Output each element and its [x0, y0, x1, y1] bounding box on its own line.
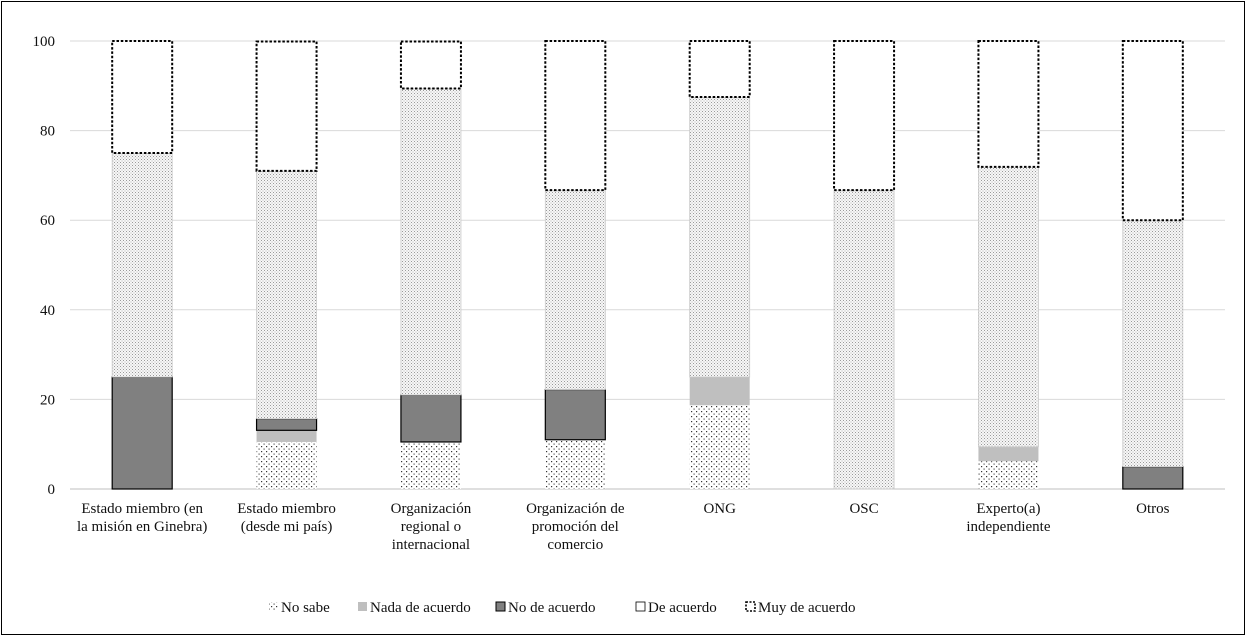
bar-segment-no-de-acuerdo [1122, 466, 1184, 490]
bar-segment-de-acuerdo [544, 189, 606, 390]
bar-segment-de-acuerdo [689, 96, 751, 378]
bars [111, 40, 1184, 490]
bar-segment-no-sabe [978, 461, 1039, 489]
y-tick-label: 0 [48, 482, 56, 498]
bar-segment-no-sabe [545, 439, 606, 489]
bar-segment-no-de-acuerdo [111, 376, 173, 490]
y-tick-label: 20 [40, 392, 55, 408]
bar-segment-muy-de-acuerdo [1121, 40, 1184, 222]
y-tick-label: 60 [40, 213, 55, 229]
y-tick-label: 100 [33, 34, 56, 50]
bar-segment-de-acuerdo [833, 189, 895, 490]
legend-swatch [745, 601, 756, 612]
legend-label: Muy de acuerdo [758, 600, 855, 616]
bar-segment-no-sabe [400, 441, 461, 489]
legend-swatch [635, 601, 646, 612]
bar-segment-nada-de-acuerdo [978, 446, 1039, 462]
bar-segment-muy-de-acuerdo [255, 40, 318, 172]
gridlines [70, 40, 1225, 490]
x-category-label: Experto(a) independiente [966, 501, 1050, 535]
bar-segment-de-acuerdo [111, 152, 173, 378]
y-tick-label: 40 [40, 303, 55, 319]
bar-segment-muy-de-acuerdo [111, 40, 174, 154]
bar-segment-nada-de-acuerdo [689, 377, 750, 406]
x-category-label: ONG [703, 501, 736, 517]
legend-item: De acuerdo [635, 600, 717, 616]
x-category-label: Organización regional o internacional [391, 501, 472, 553]
bar-segment-muy-de-acuerdo [544, 40, 607, 192]
bar-segment-no-de-acuerdo [544, 388, 606, 441]
bar-segment-no-sabe [689, 405, 750, 489]
bar-segment-no-sabe [256, 441, 317, 489]
x-category-label: Estado miembro (en la misión en Ginebra) [77, 501, 207, 535]
x-category-label: Otros [1136, 501, 1169, 517]
bar-segment-no-de-acuerdo [400, 394, 462, 443]
legend-label: De acuerdo [648, 600, 717, 616]
legend-item: No sabe [269, 600, 330, 616]
legend-item: Muy de acuerdo [745, 600, 855, 616]
y-tick-label: 80 [40, 124, 55, 140]
bar-segment-muy-de-acuerdo [977, 40, 1040, 168]
legend-label: Nada de acuerdo [370, 600, 471, 616]
legend-item: No de acuerdo [495, 600, 595, 616]
legend-label: No sabe [281, 600, 330, 616]
legend-item: Nada de acuerdo [358, 600, 471, 616]
x-category-label: OSC [849, 501, 878, 517]
y-axis-tick-labels: 0 20 40 60 80 100 [33, 34, 56, 498]
bar-segment-de-acuerdo [256, 170, 317, 420]
bar-segment-muy-de-acuerdo [399, 40, 462, 90]
bar-segment-de-acuerdo [978, 166, 1039, 448]
x-category-label: Estado miembro (desde mi país) [237, 501, 336, 535]
legend-label: No de acuerdo [508, 600, 595, 616]
bar-segment-de-acuerdo [400, 88, 462, 396]
bar-segment-muy-de-acuerdo [688, 40, 751, 98]
legend-swatch [358, 602, 367, 611]
bar-segment-muy-de-acuerdo [833, 40, 896, 192]
legend-swatch [269, 602, 278, 611]
bar-segment-no-de-acuerdo [255, 418, 318, 431]
bar-segment-de-acuerdo [1122, 219, 1184, 467]
legend: No sabe Nada de acuerdo No de acuerdo De ac… [269, 600, 855, 616]
x-axis-category-labels: Estado miembro (en la misión en Ginebra) E… [77, 501, 1170, 553]
legend-swatch [495, 601, 506, 612]
x-category-label: Organización de promoción del comercio [526, 501, 625, 553]
bar-segment-nada-de-acuerdo [256, 430, 317, 442]
